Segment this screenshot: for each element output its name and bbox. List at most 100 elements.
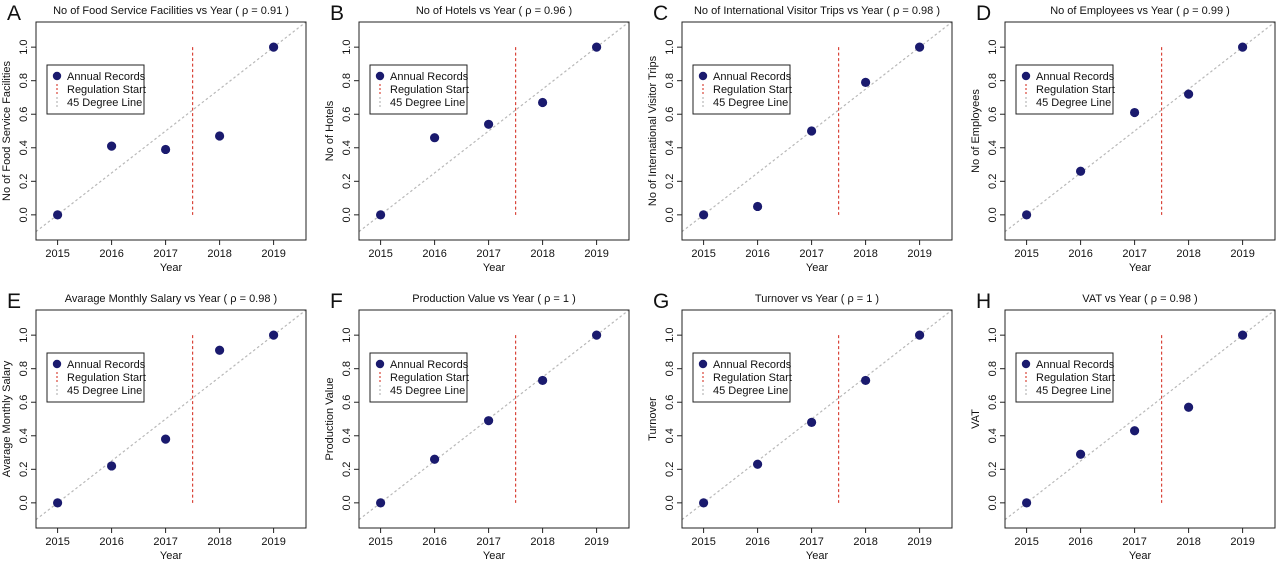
legend-point-marker <box>698 71 708 81</box>
plot-frame <box>358 309 630 529</box>
legend-box <box>369 64 468 115</box>
panel-title: No of Employees vs Year ( ρ = 0.99 ) <box>1050 5 1230 17</box>
x-tick-label: 2016 <box>745 536 769 548</box>
data-point <box>484 119 494 129</box>
legend-label: Annual Records <box>1036 359 1115 371</box>
data-point <box>1022 210 1032 220</box>
x-tick-label: 2015 <box>368 536 392 548</box>
x-tick-label: 2017 <box>799 248 823 260</box>
panel-letter: G <box>653 290 669 313</box>
y-tick-label: 0.0 <box>987 495 999 510</box>
panel-letter: A <box>7 2 21 25</box>
x-axis-title: Year <box>806 262 829 274</box>
plot-frame <box>1004 21 1276 241</box>
y-tick-label: 0.2 <box>341 462 353 477</box>
data-point <box>1184 402 1194 412</box>
x-tick-label: 2018 <box>853 536 877 548</box>
y-tick-label: 0.6 <box>987 395 999 410</box>
legend-label: Regulation Start <box>713 84 792 96</box>
diagonal-line <box>359 310 629 521</box>
legend-label: Regulation Start <box>1036 372 1115 384</box>
diagonal-line <box>359 22 629 233</box>
data-point <box>1022 498 1032 508</box>
diagonal-line <box>682 22 952 233</box>
plot-frame <box>681 309 953 529</box>
legend-label: 45 Degree Line <box>713 385 788 397</box>
data-point <box>376 210 386 220</box>
x-tick-label: 2019 <box>261 536 285 548</box>
legend-box <box>692 352 791 403</box>
y-tick-label: 0.0 <box>664 207 676 222</box>
y-tick-label: 0.8 <box>664 361 676 376</box>
x-tick-label: 2015 <box>1014 248 1038 260</box>
y-tick-label: 1.0 <box>341 40 353 55</box>
data-point <box>269 42 279 52</box>
x-tick-label: 2016 <box>422 248 446 260</box>
data-point <box>430 454 440 464</box>
legend-label: Regulation Start <box>390 372 469 384</box>
data-point <box>1076 166 1086 176</box>
data-point <box>161 144 171 155</box>
y-tick-label: 0.0 <box>987 207 999 222</box>
data-point <box>269 330 279 340</box>
x-axis-title: Year <box>160 262 183 274</box>
legend-point-marker <box>698 359 708 369</box>
x-tick-label: 2017 <box>1122 536 1146 548</box>
y-tick-label: 0.2 <box>664 174 676 189</box>
plot-frame <box>35 309 307 529</box>
data-point <box>915 330 925 340</box>
data-point <box>53 498 63 508</box>
diagonal-line <box>1005 22 1275 233</box>
y-tick-label: 0.8 <box>987 361 999 376</box>
legend-point-marker <box>375 71 385 81</box>
x-tick-label: 2018 <box>207 248 231 260</box>
x-tick-label: 2019 <box>907 248 931 260</box>
plot-frame <box>35 21 307 241</box>
y-tick-label: 0.4 <box>664 428 676 443</box>
legend-label: Annual Records <box>67 71 146 83</box>
legend-label: Annual Records <box>713 359 792 371</box>
data-point <box>107 461 117 471</box>
y-tick-label: 0.2 <box>664 462 676 477</box>
y-tick-label: 0.8 <box>18 73 30 88</box>
legend-point-marker <box>52 71 62 81</box>
legend-box <box>46 64 145 115</box>
x-tick-label: 2019 <box>584 536 608 548</box>
y-tick-label: 0.6 <box>341 395 353 410</box>
x-axis-title: Year <box>483 262 506 274</box>
panel-d: D No of Employees vs Year ( ρ = 0.99 ) 201… <box>970 2 1276 274</box>
x-tick-label: 2018 <box>1176 248 1200 260</box>
panel-letter: E <box>7 290 21 313</box>
legend-label: Annual Records <box>1036 71 1115 83</box>
y-tick-label: 0.8 <box>341 361 353 376</box>
y-tick-label: 0.0 <box>341 495 353 510</box>
x-tick-label: 2016 <box>1068 248 1092 260</box>
x-axis-title: Year <box>1129 262 1152 274</box>
panel-title: Turnover vs Year ( ρ = 1 ) <box>755 293 879 305</box>
legend-box <box>1015 64 1114 115</box>
panel-letter: F <box>330 290 343 313</box>
x-tick-label: 2015 <box>1014 536 1038 548</box>
x-tick-label: 2016 <box>99 536 123 548</box>
x-tick-label: 2018 <box>530 248 554 260</box>
legend-point-marker <box>1021 71 1031 81</box>
y-tick-label: 0.8 <box>987 73 999 88</box>
legend-point-marker <box>52 359 62 369</box>
y-axis-title: No of Employees <box>970 89 982 173</box>
panel-title: No of Food Service Facilities vs Year ( … <box>53 5 289 17</box>
y-tick-label: 0.6 <box>987 107 999 122</box>
panel-b: B No of Hotels vs Year ( ρ = 0.96 ) 2015 20… <box>324 2 630 274</box>
x-tick-label: 2019 <box>907 536 931 548</box>
panel-letter: B <box>330 2 344 25</box>
data-point <box>538 375 548 386</box>
x-tick-label: 2016 <box>99 248 123 260</box>
legend-label: 45 Degree Line <box>390 97 465 109</box>
data-point <box>1238 42 1248 52</box>
y-axis-title: Avarage Monthly Salary <box>1 360 13 477</box>
legend-label: 45 Degree Line <box>67 385 142 397</box>
